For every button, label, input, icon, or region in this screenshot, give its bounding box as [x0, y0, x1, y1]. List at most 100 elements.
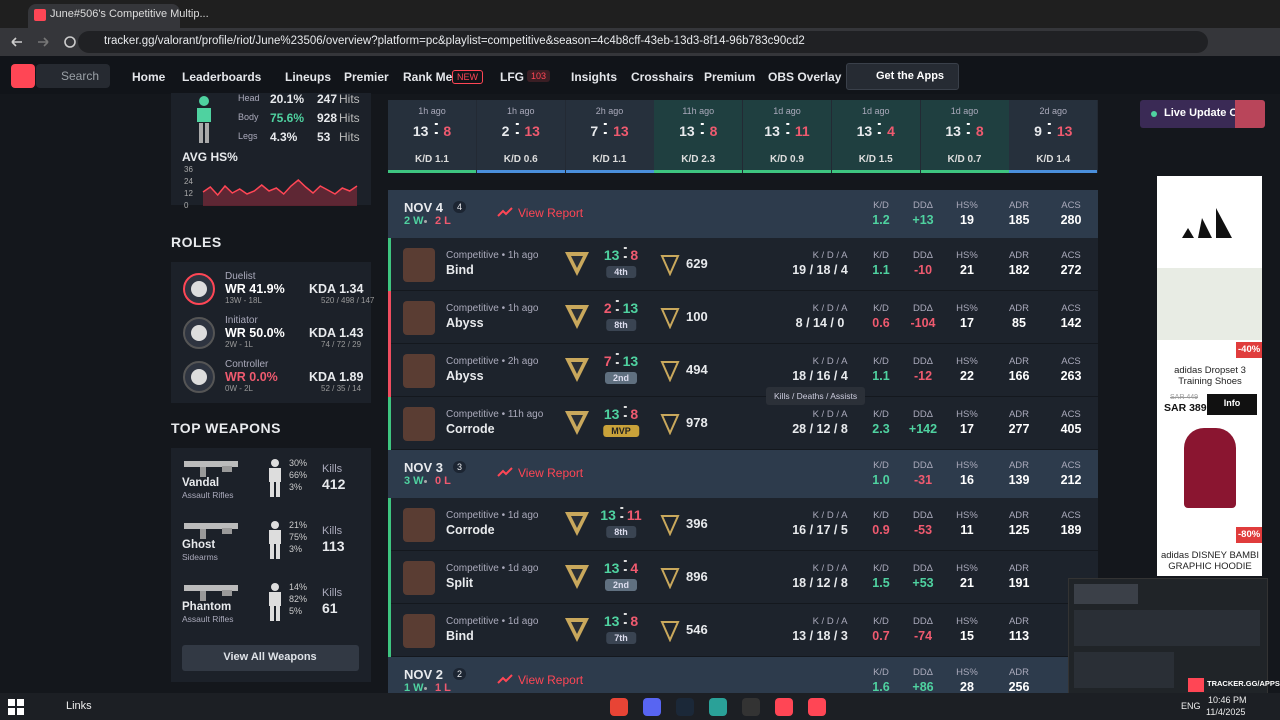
score-sep [604, 123, 608, 137]
taskbar-app [643, 698, 661, 716]
info-label: Info [1223, 398, 1241, 408]
nav-item[interactable]: LFG [500, 70, 524, 84]
nav-item[interactable]: Crosshairs [631, 70, 694, 84]
text: 74 / 72 / 29 [321, 340, 362, 349]
kda-label: K / D / A [812, 356, 848, 367]
get-apps-label[interactable]: Get the Apps [876, 70, 945, 82]
stat-value: 1.1 [872, 263, 890, 277]
score-a: 13 [412, 123, 429, 139]
stat-value: 2.3 [872, 422, 890, 436]
score-b: 8 [630, 406, 639, 422]
taskbar-app [742, 698, 760, 716]
view-report[interactable]: View Report [518, 673, 584, 687]
search[interactable]: Search [61, 69, 100, 83]
nav-item[interactable]: OBS Overlay [768, 70, 842, 84]
match-score: 7 13 [604, 353, 638, 369]
stat-value: -31 [913, 473, 933, 487]
tab-title[interactable]: June#506's Competitive Multip... [50, 8, 209, 20]
text: 14% [289, 582, 308, 592]
text: 20.1% [270, 92, 305, 106]
overlay-brand-logo [1188, 678, 1204, 692]
info-button [1207, 394, 1257, 415]
text: KDA 1.43 [309, 326, 364, 340]
stat-label: ADR [1008, 563, 1030, 574]
stat-label: K/D [873, 356, 889, 367]
score-a: 7 [603, 353, 612, 369]
url[interactable]: tracker.gg/valorant/profile/riot/June%23… [104, 35, 805, 47]
recent-underline [920, 170, 1009, 173]
stat-label: DDΔ [912, 303, 934, 314]
stat-label: DDΔ [912, 250, 934, 261]
nav-item[interactable]: Premier [344, 70, 389, 84]
stat-label: K/D [873, 250, 889, 261]
overlay-logo [1074, 584, 1138, 604]
agent-avatar [403, 614, 435, 648]
stat-label: ACS [1061, 409, 1081, 420]
stat-value: 0.7 [872, 629, 890, 643]
stat-value: 16 [960, 473, 974, 487]
nav-item[interactable]: Home [132, 70, 166, 84]
stat-label: DDΔ [912, 200, 934, 211]
result-bar [388, 238, 391, 291]
text: 2 [453, 668, 467, 680]
button [182, 645, 359, 671]
live-label[interactable]: Live Update On [1164, 107, 1245, 119]
score-sep [1047, 123, 1051, 137]
score-sep [434, 123, 438, 137]
stat-value: 0.6 [872, 316, 890, 330]
y-tick-label: 12 [184, 189, 193, 198]
score-sep [623, 247, 627, 261]
product-name: adidas DISNEY BAMBI GRAPHIC HOODIE [1160, 550, 1260, 572]
stat-value: -53 [913, 523, 933, 537]
nav-item[interactable]: Insights [571, 70, 618, 84]
result-bar [388, 344, 391, 397]
place-badge: 8th [606, 319, 636, 331]
text: ROLES [171, 234, 222, 250]
text: K/D 0.7 [947, 154, 982, 165]
text: 11/4/2025 [1206, 707, 1246, 717]
body-icon [269, 583, 281, 621]
match-score: 13 8 [604, 613, 638, 629]
stat-label: ADR [1008, 616, 1030, 627]
score-a: 7 [590, 123, 599, 139]
recent-cell [565, 100, 654, 173]
score-b: 8 [630, 247, 639, 263]
score-b: 8 [443, 123, 452, 139]
role-icon [183, 317, 215, 349]
stat-label: K/D [873, 409, 889, 420]
recent-cell [388, 100, 476, 173]
view-report[interactable]: View Report [518, 206, 584, 220]
text: 61 [322, 600, 338, 616]
rank-icon [565, 565, 589, 589]
stat-label: K/D [873, 200, 889, 211]
place-badge: 2nd [604, 579, 638, 591]
taskbar-app [775, 698, 793, 716]
score-a: 13 [764, 123, 780, 139]
nav-item[interactable]: Lineups [285, 70, 332, 84]
stat-value: 17 [960, 422, 974, 436]
recent-score: 13 8 [413, 123, 451, 139]
nav-item[interactable]: Leaderboards [182, 70, 262, 84]
text: WR 50.0% [225, 326, 285, 340]
stat-label: ADR [1008, 460, 1030, 471]
text: 247 [317, 92, 338, 106]
recent-cell [920, 100, 1009, 173]
nav-item[interactable]: Premium [704, 70, 756, 84]
stat-label: ACS [1061, 250, 1081, 261]
text: 11h ago [682, 106, 715, 116]
recent-score: 13 4 [857, 123, 895, 139]
text: 2 L [435, 215, 451, 227]
recent-score: 13 11 [764, 123, 810, 139]
score-a: 2 [501, 123, 510, 139]
text: Links [66, 700, 92, 712]
stat-value: -74 [913, 629, 933, 643]
nav-item[interactable]: Rank Me [403, 70, 453, 84]
view-report[interactable]: View Report [518, 466, 584, 480]
stat-value: 142 [1060, 316, 1082, 330]
score-a: 13 [603, 560, 620, 576]
text: Abyss [446, 369, 484, 383]
text: Kills [322, 587, 343, 599]
stat-value: 0.9 [872, 523, 890, 537]
badge: NEW [452, 70, 483, 84]
text: K/D 0.9 [770, 154, 804, 165]
